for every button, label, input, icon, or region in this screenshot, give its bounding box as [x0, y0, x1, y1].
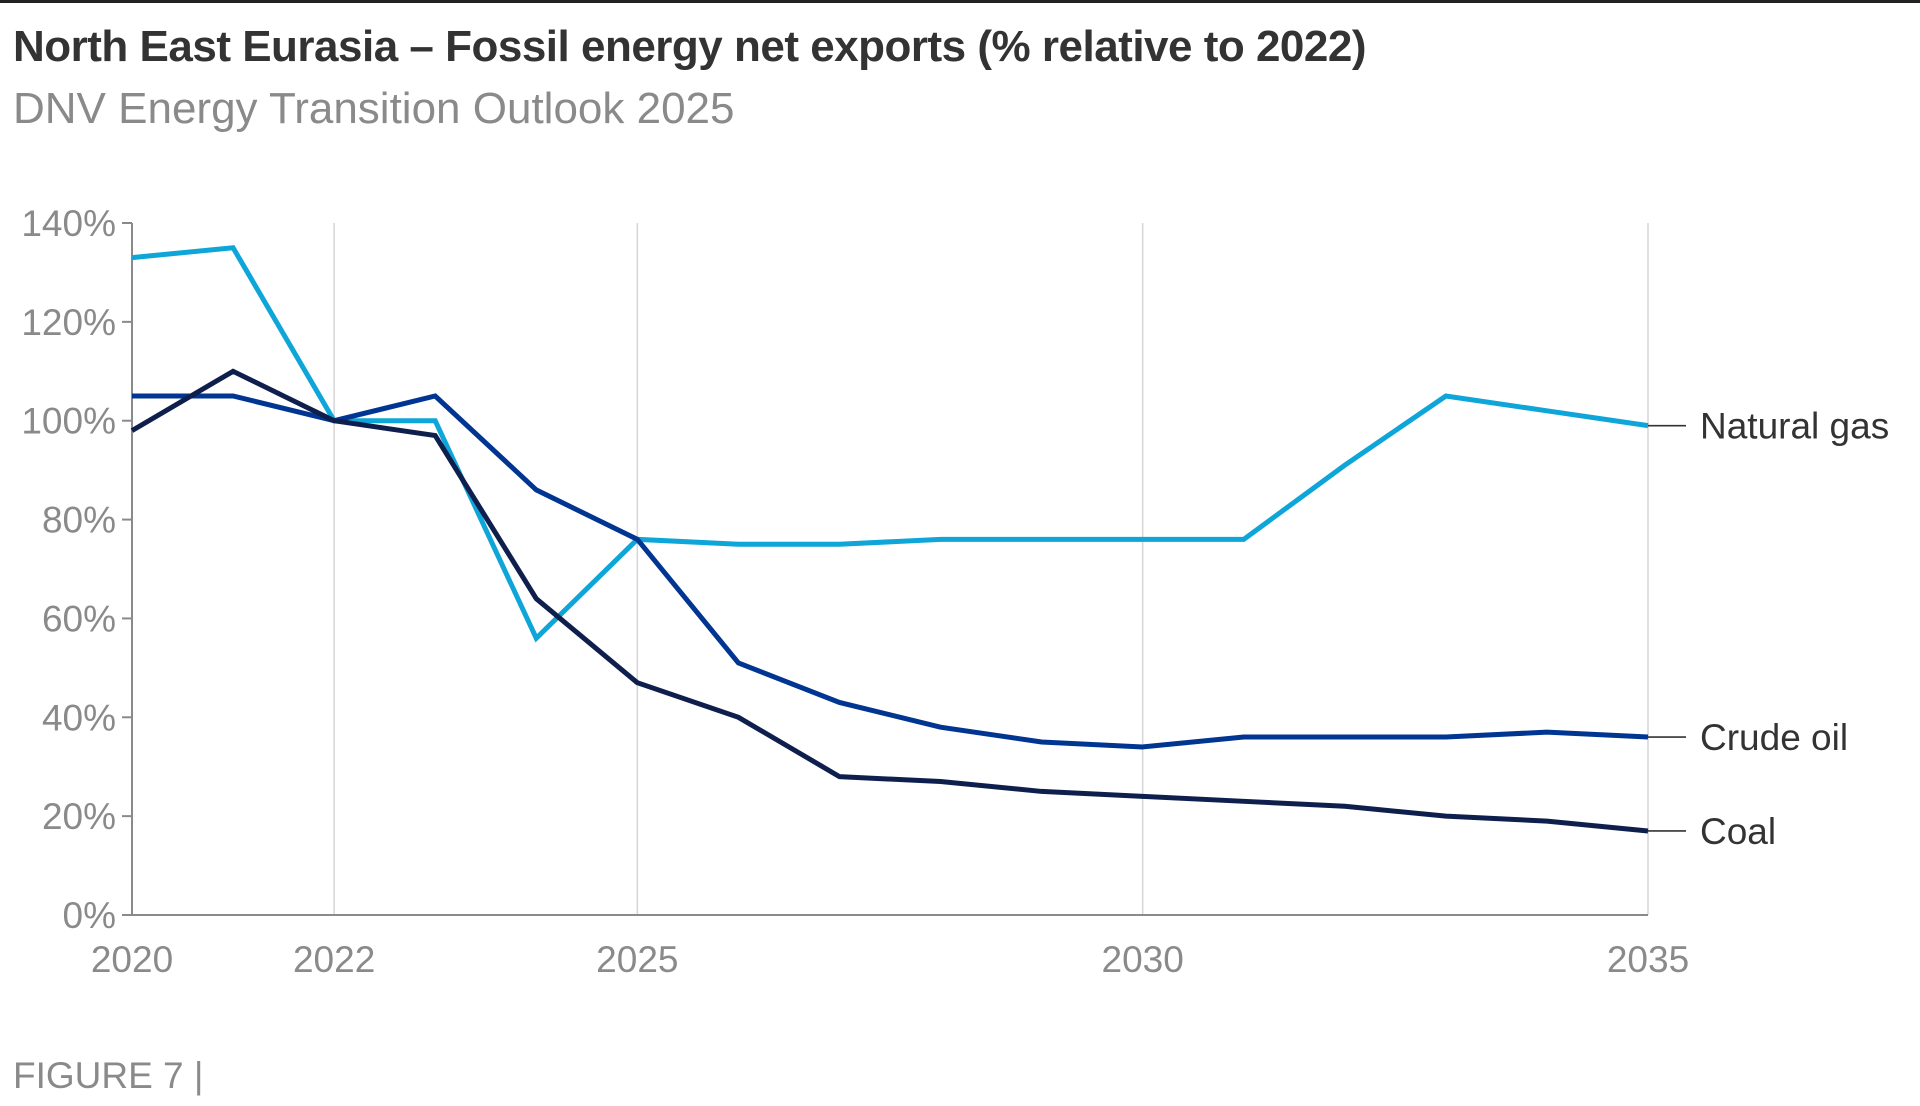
series-line-natural-gas — [131, 245, 1649, 643]
series-lines — [130, 245, 1649, 834]
x-tick-label: 2022 — [293, 939, 375, 980]
y-tick-label: 80% — [42, 500, 116, 541]
x-tick-label: 2030 — [1102, 939, 1184, 980]
series-label-coal: Coal — [1700, 811, 1776, 852]
chart-title: North East Eurasia – Fossil energy net e… — [13, 22, 1367, 71]
x-tick-label: 2020 — [91, 939, 173, 980]
series-line-coal — [130, 368, 1649, 834]
series-label-crude-oil: Crude oil — [1700, 717, 1848, 758]
y-tick-label: 40% — [42, 697, 116, 738]
y-tick-label: 60% — [42, 598, 116, 639]
gridlines — [333, 223, 1649, 915]
y-tick-label: 140% — [21, 203, 116, 244]
y-tick-label: 120% — [21, 302, 116, 343]
series-labels: Natural gas Crude oil Coal — [1648, 406, 1889, 852]
y-tick-label: 20% — [42, 796, 116, 837]
y-tick-label: 100% — [21, 401, 116, 442]
figure-label: FIGURE 7 | — [13, 1055, 204, 1096]
top-rule — [0, 0, 1920, 3]
x-axis-ticks: 2020 2022 2025 2030 2035 — [91, 939, 1689, 980]
x-tick-label: 2035 — [1607, 939, 1689, 980]
y-tick-label: 0% — [63, 895, 116, 936]
chart-subtitle: DNV Energy Transition Outlook 2025 — [13, 84, 735, 133]
series-line-crude-oil — [132, 393, 1649, 750]
y-axis-ticks: 0% 20% 40% 60% 80% 100% 120% 140% — [21, 203, 132, 936]
axes — [122, 223, 1648, 916]
series-label-natural-gas: Natural gas — [1700, 406, 1889, 447]
x-tick-label: 2025 — [596, 939, 678, 980]
